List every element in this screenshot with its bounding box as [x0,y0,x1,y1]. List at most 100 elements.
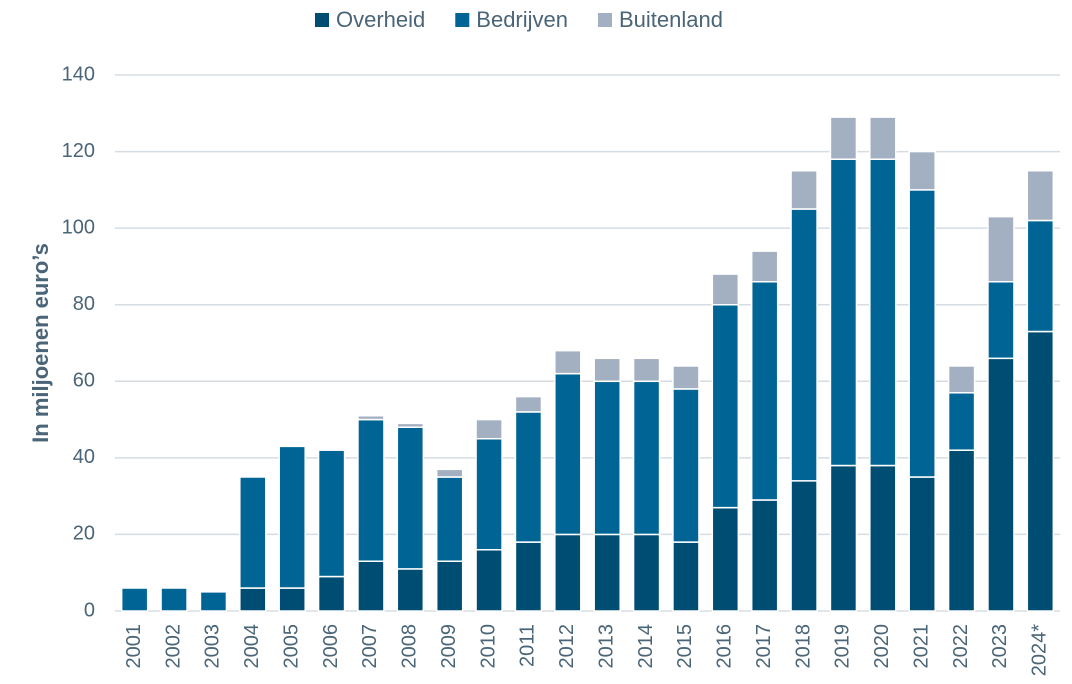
bar-segment [987,357,1015,612]
x-tick-label: 2008 [399,624,421,669]
legend-label: Bedrijven [476,7,568,32]
bar-segment [632,533,661,612]
y-tick-label: 120 [62,140,95,162]
bar-segment [829,158,858,467]
bar-segment [869,116,897,160]
bar-segment [357,418,385,562]
bar-segment [672,388,700,543]
bar-segment [357,414,385,421]
bar-segment [475,418,503,440]
bar-segment [554,349,582,375]
bar-segment [1026,330,1055,612]
x-tick-label: 2021 [910,624,932,669]
bar-segment [514,411,543,543]
legend-swatch [598,13,612,27]
bar-segment [120,587,149,612]
bar-segment [947,449,976,612]
bar-segment [908,150,936,191]
legend-swatch [315,13,329,27]
bar-segment [593,380,621,536]
x-tick-label: 2015 [674,624,696,669]
x-tick-label: 2009 [438,624,460,669]
y-tick-label: 0 [84,599,95,621]
bar-segment [514,541,543,612]
legend-label: Buitenland [619,7,723,32]
bar-segment [829,464,858,612]
y-tick-label: 140 [62,63,95,85]
x-tick-label: 2001 [123,624,145,669]
x-tick-label: 2003 [202,624,224,669]
y-axis-label: In miljoenen euro’s [28,243,53,443]
bar-segment [239,476,267,589]
bar-segment [435,476,464,562]
x-tick-label: 2017 [753,624,775,669]
bar-segment [317,575,346,612]
bar-segment [750,499,779,612]
bar-segment [750,250,779,283]
bar-segment [278,587,306,612]
x-tick-label: 2024* [1029,624,1051,676]
bar-segment [435,560,464,612]
bar-segment [750,280,779,501]
bar-segment [632,357,661,383]
bar-segment [396,426,425,570]
bar-segment [869,158,897,467]
bar-segment [632,380,661,536]
x-tick-label: 2012 [556,624,578,669]
legend-label: Overheid [336,7,425,32]
bar-segment [672,365,700,390]
bar-segment [396,422,425,428]
bar-segment [908,476,936,612]
bar-segment [475,548,503,612]
bar-segment [199,591,228,612]
y-tick-label: 20 [73,523,95,545]
x-tick-label: 2014 [635,624,657,669]
x-tick-label: 2007 [359,624,381,669]
bar-segment [435,468,464,478]
bar-segment [475,437,503,551]
bar-segment [711,273,740,306]
bar-segment [357,560,385,612]
bar-segment [711,506,740,612]
bar-segment [554,372,582,536]
bar-segment [987,215,1015,283]
bar-segment [672,541,700,612]
x-tick-label: 2018 [792,624,814,669]
y-tick-label: 100 [62,216,95,238]
bar-segment [947,392,976,451]
bar-segment [593,357,621,383]
bar-segment [908,189,936,478]
x-tick-label: 2016 [714,624,736,669]
x-tick-label: 2011 [517,624,539,667]
x-tick-label: 2019 [832,624,854,669]
bar-segment [711,303,740,509]
bar-segment [1026,169,1055,222]
bar-segment [514,395,543,413]
x-tick-label: 2006 [320,624,342,669]
x-tick-label: 2002 [162,624,184,669]
bar-segment [869,464,897,612]
x-tick-label: 2023 [989,624,1011,669]
x-tick-label: 2004 [241,624,263,669]
bar-segment [987,280,1015,360]
y-tick-label: 80 [73,293,95,315]
bar-segment [160,587,188,612]
bar-segment [790,169,818,210]
x-tick-label: 2005 [280,624,302,669]
legend-swatch [455,13,470,27]
bar-segment [554,533,582,612]
bar-segment [790,480,818,612]
x-tick-label: 2010 [477,624,499,669]
bar-segment [239,587,267,612]
y-tick-label: 40 [73,446,95,468]
bar-segment [947,365,976,394]
x-tick-label: 2013 [595,624,617,669]
y-tick-label: 60 [73,370,95,392]
bar-segment [1026,219,1055,333]
bar-segment [593,533,621,612]
x-tick-label: 2022 [950,624,972,669]
bar-segment [790,208,818,482]
bar-segment [317,449,346,578]
x-tick-label: 2020 [871,624,893,669]
